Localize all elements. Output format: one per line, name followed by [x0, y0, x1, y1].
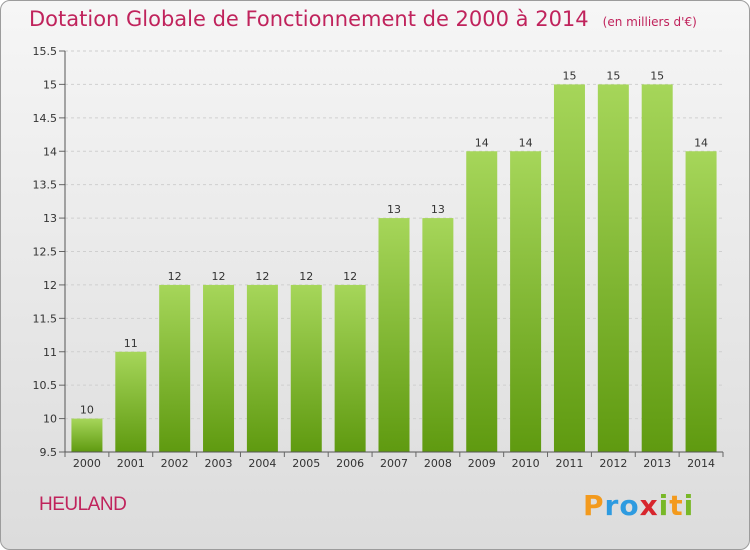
- x-axis: 2000 2001 2002 2003 2004 2005 2006 2007 2008 2009…: [64, 451, 724, 470]
- bar-value-label: 13: [387, 203, 401, 216]
- bar: [115, 351, 147, 452]
- bar-value-label: 10: [80, 404, 94, 417]
- proxiti-logo-letter: P: [583, 489, 605, 522]
- bar: [159, 284, 191, 452]
- y-tick-label: 9.5: [40, 446, 58, 459]
- proxiti-logo-letter: r: [604, 489, 620, 522]
- x-tick-label: 2009: [468, 457, 496, 470]
- y-tick-label: 13.5: [33, 179, 58, 192]
- bar: [641, 84, 673, 453]
- x-tick-label: 2014: [687, 457, 715, 470]
- x-tick-label: 2013: [643, 457, 671, 470]
- x-tick-label: 2011: [555, 457, 583, 470]
- proxiti-logo-letter: t: [669, 489, 684, 522]
- bar-value-label: 15: [562, 69, 576, 82]
- y-tick-label: 14: [43, 145, 57, 158]
- y-tick-label: 14.5: [33, 112, 58, 125]
- bar: [203, 284, 235, 452]
- y-tick-label: 10: [43, 413, 57, 426]
- bar: [685, 151, 717, 452]
- bar: [553, 84, 585, 453]
- x-tick-label: 2007: [380, 457, 408, 470]
- proxiti-logo: Proxiti: [583, 489, 694, 522]
- proxiti-logo-letter: x: [639, 489, 659, 522]
- commune-name: HEULAND: [39, 494, 127, 515]
- y-tick-label: 11.5: [33, 312, 58, 325]
- bar-value-label: 12: [343, 270, 357, 283]
- y-tick-label: 15: [43, 78, 57, 91]
- y-tick-label: 12.5: [33, 246, 58, 259]
- bar-value-label: 15: [606, 69, 620, 82]
- bar: [378, 218, 410, 452]
- y-tick-label: 15.5: [33, 45, 58, 58]
- x-tick-label: 2005: [292, 457, 320, 470]
- proxiti-logo-letter: i: [683, 489, 695, 522]
- bar-value-label: 12: [212, 270, 226, 283]
- chart-title: Dotation Globale de Fonctionnement de 20…: [29, 7, 697, 31]
- proxiti-logo-letter: i: [658, 489, 670, 522]
- bar-value-label: 11: [124, 337, 138, 350]
- bar: [290, 284, 322, 452]
- y-tick-label: 13: [43, 212, 57, 225]
- x-tick-label: 2010: [512, 457, 540, 470]
- bar: [422, 218, 454, 452]
- y-tick-label: 11: [43, 346, 57, 359]
- x-tick-label: 2012: [599, 457, 627, 470]
- proxiti-logo-letter: o: [619, 489, 640, 522]
- x-tick-label: 2000: [73, 457, 101, 470]
- chart-title-text: Dotation Globale de Fonctionnement de 20…: [29, 7, 589, 31]
- bar: [246, 284, 278, 452]
- bar: [510, 151, 542, 452]
- x-tick-label: 2003: [205, 457, 233, 470]
- x-tick-label: 2002: [161, 457, 189, 470]
- y-axis: 9.5 10 10.5 11 11.5 12 12.5 13 13.5 14 14.5 15 15.5: [33, 45, 66, 459]
- x-tick-label: 2006: [336, 457, 364, 470]
- bar-value-label: 14: [694, 136, 708, 149]
- x-tick-label: 2004: [248, 457, 276, 470]
- chart-subtitle: (en milliers d'€): [602, 15, 697, 29]
- bar: [71, 418, 103, 452]
- bar-value-label: 15: [650, 69, 664, 82]
- y-tick-label: 12: [43, 279, 57, 292]
- x-tick-label: 2001: [117, 457, 145, 470]
- bar: [334, 284, 366, 452]
- bar-value-label: 12: [255, 270, 269, 283]
- bar: [466, 151, 498, 452]
- bar-value-label: 14: [519, 136, 533, 149]
- bar-value-label: 12: [168, 270, 182, 283]
- bar-value-label: 13: [431, 203, 445, 216]
- bars: 10 11 12 12 12 12 12 13 13 14 14 15 15 15 14: [71, 69, 717, 453]
- bar: [597, 84, 629, 453]
- bar-value-label: 12: [299, 270, 313, 283]
- y-tick-label: 10.5: [33, 379, 58, 392]
- x-tick-label: 2008: [424, 457, 452, 470]
- bar-value-label: 14: [475, 136, 489, 149]
